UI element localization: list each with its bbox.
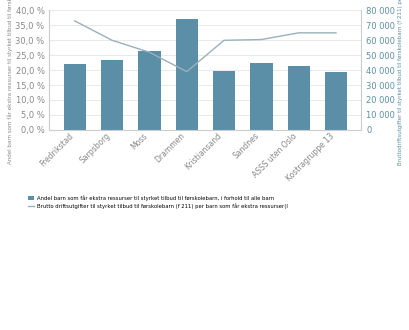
Bar — [138, 51, 160, 130]
Bar — [249, 63, 272, 130]
Bar — [324, 72, 346, 130]
Y-axis label: Andel barn som får ekstra ressurser til styrket tilbud til førskolebarn: Andel barn som får ekstra ressurser til … — [7, 0, 13, 164]
Y-axis label: Bruttodriftsutgifter til styrket tilbud til førskolebarn (f 211) per barn s: Bruttodriftsutgifter til styrket tilbud … — [397, 0, 402, 165]
Bar — [287, 66, 309, 130]
Legend: Andel barn som får ekstra ressurser til styrket tilbud til førskolebarn, i forho: Andel barn som får ekstra ressurser til … — [27, 195, 288, 210]
Bar — [175, 19, 198, 130]
Bar — [212, 71, 235, 130]
Bar — [101, 60, 123, 130]
Bar — [63, 64, 86, 130]
